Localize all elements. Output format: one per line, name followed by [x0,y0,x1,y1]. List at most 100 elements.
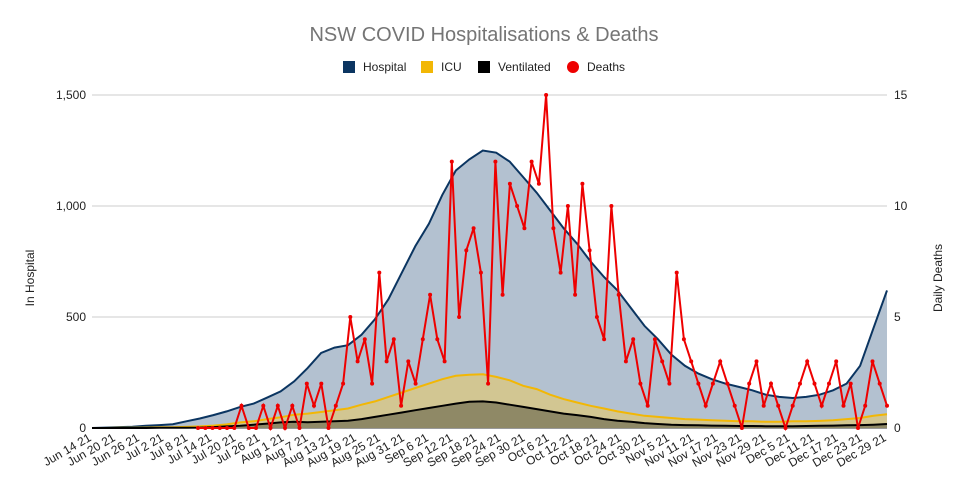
death-point [834,359,839,364]
left-axis-title: In Hospital [23,250,37,307]
death-point [551,226,556,231]
death-point [217,426,222,430]
death-point [783,426,788,430]
death-point [812,381,817,386]
death-point [827,381,831,386]
right-tick-label: 5 [894,310,901,324]
death-point [877,381,882,386]
line-ventilated [92,400,888,429]
death-point [638,381,643,386]
death-point [609,204,614,208]
death-point [652,337,657,342]
left-tick-label: 1,500 [56,88,86,102]
left-tick-label: 500 [66,310,86,324]
death-point [428,292,433,297]
left-tick-label: 1,000 [56,199,86,213]
death-point [493,159,498,164]
death-point [319,381,324,386]
legend-label: Hospital [363,60,406,74]
line-icu [92,373,888,429]
legend-label: Ventilated [498,60,551,74]
death-point [790,403,795,408]
death-point [384,359,389,364]
legend-swatch [478,61,490,73]
line-deaths [198,94,888,432]
death-point [261,403,266,408]
death-point [507,181,512,186]
death-point [333,403,338,408]
legend: Hospital ICU Ventilated Deaths [343,60,625,74]
death-point [754,359,759,364]
death-point [471,226,476,231]
death-point [341,381,346,386]
death-point [558,270,563,275]
death-point [254,426,258,430]
death-point [283,426,287,430]
death-point [348,315,353,319]
death-point [623,359,628,364]
death-point [696,381,701,386]
death-point [776,403,781,408]
death-point [602,337,607,342]
death-point [667,381,672,386]
death-point [420,337,425,342]
death-point [544,93,549,97]
death-point [232,426,237,430]
area-series [92,150,887,428]
death-point [587,248,592,253]
death-point [246,426,251,430]
death-point [268,426,273,430]
death-point [885,403,889,408]
death-point [863,403,868,408]
death-point [565,204,570,208]
death-point [413,381,418,386]
death-point [616,292,621,297]
death-point [580,181,585,186]
death-point [478,270,483,275]
death-point [297,426,302,430]
death-point [435,337,440,342]
death-point [674,270,679,275]
death-point [442,359,447,364]
death-point [464,248,469,253]
legend-swatch [343,61,355,73]
left-axis-ticks: 0 500 1,000 1,500 [56,88,86,435]
death-point [275,403,280,408]
right-axis-title: Daily Deaths [931,244,945,312]
death-point [326,426,331,430]
death-point [239,403,244,408]
death-point [196,426,200,430]
death-point [529,159,534,164]
death-point [449,159,454,164]
right-tick-label: 15 [894,88,908,102]
right-tick-label: 10 [894,199,908,213]
death-point [457,315,462,319]
death-point [631,337,636,342]
death-point [681,337,686,342]
death-point [732,403,737,408]
area-ventilated [92,401,887,428]
death-point [645,403,650,408]
death-point [391,337,396,342]
death-point [486,381,491,386]
chart-title: NSW COVID Hospitalisations & Deaths [309,24,658,46]
legend-swatch [567,61,579,73]
death-point [290,403,295,408]
death-point [819,403,824,408]
death-point [210,426,215,430]
death-point [841,403,846,408]
death-point [739,426,744,430]
legend-label: Deaths [587,60,625,74]
death-point [870,359,875,364]
death-point [798,381,802,386]
death-point [515,204,520,208]
death-point [747,381,752,386]
death-point [522,226,527,231]
legend-label: ICU [441,60,462,74]
death-point [370,381,375,386]
death-point [769,381,773,386]
death-point [725,381,730,386]
death-point [856,426,860,430]
